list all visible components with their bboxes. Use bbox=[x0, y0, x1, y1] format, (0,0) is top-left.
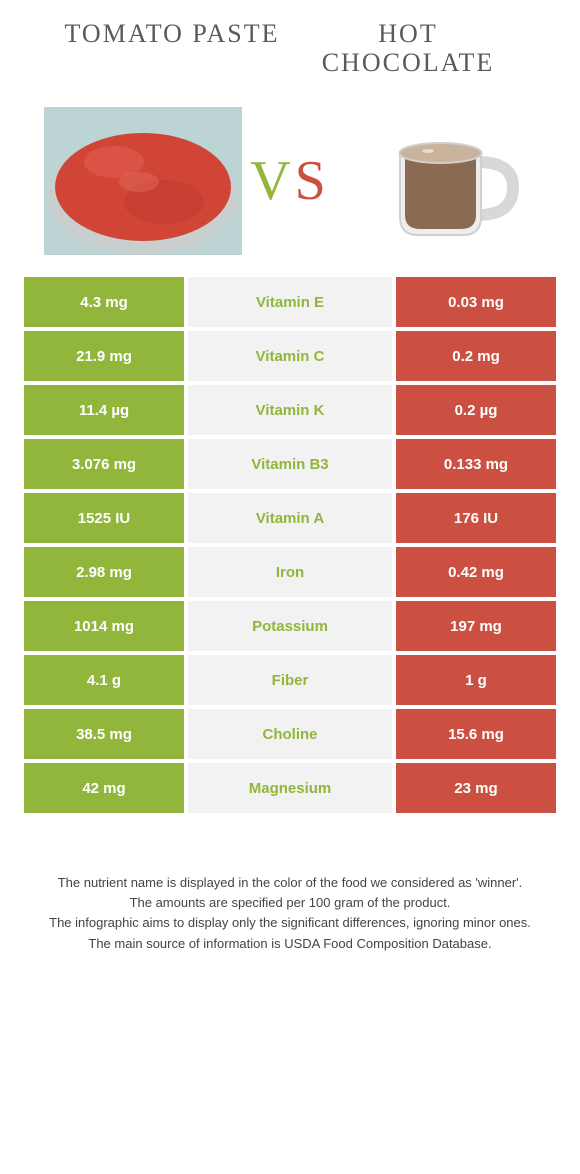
right-value: 23 mg bbox=[396, 763, 556, 813]
nutrient-table: 4.3 mgVitamin E0.03 mg21.9 mgVitamin C0.… bbox=[24, 277, 556, 813]
right-value: 0.2 mg bbox=[396, 331, 556, 381]
right-value: 197 mg bbox=[396, 601, 556, 651]
nutrient-name: Vitamin E bbox=[188, 277, 392, 327]
nutrient-name: Choline bbox=[188, 709, 392, 759]
food-image-right bbox=[338, 107, 536, 255]
title-right: HOT CHOCOLATE bbox=[290, 20, 526, 77]
table-row: 4.1 gFiber1 g bbox=[24, 655, 556, 705]
table-row: 11.4 µgVitamin K0.2 µg bbox=[24, 385, 556, 435]
nutrient-name: Vitamin B3 bbox=[188, 439, 392, 489]
nutrient-name: Vitamin C bbox=[188, 331, 392, 381]
table-row: 42 mgMagnesium23 mg bbox=[24, 763, 556, 813]
table-row: 21.9 mgVitamin C0.2 mg bbox=[24, 331, 556, 381]
left-value: 1014 mg bbox=[24, 601, 184, 651]
nutrient-name: Vitamin A bbox=[188, 493, 392, 543]
nutrient-name: Iron bbox=[188, 547, 392, 597]
nutrient-name: Potassium bbox=[188, 601, 392, 651]
left-value: 1525 IU bbox=[24, 493, 184, 543]
table-row: 4.3 mgVitamin E0.03 mg bbox=[24, 277, 556, 327]
left-value: 11.4 µg bbox=[24, 385, 184, 435]
footnote-line: The infographic aims to display only the… bbox=[34, 913, 546, 933]
titles-row: TOMATO PASTE HOT CHOCOLATE bbox=[24, 20, 556, 77]
left-value: 4.3 mg bbox=[24, 277, 184, 327]
right-value: 1 g bbox=[396, 655, 556, 705]
nutrient-name: Vitamin K bbox=[188, 385, 392, 435]
right-value: 0.42 mg bbox=[396, 547, 556, 597]
nutrient-name: Magnesium bbox=[188, 763, 392, 813]
table-row: 1014 mgPotassium197 mg bbox=[24, 601, 556, 651]
food-image-left bbox=[44, 107, 242, 255]
footnote-line: The nutrient name is displayed in the co… bbox=[34, 873, 546, 893]
left-value: 3.076 mg bbox=[24, 439, 184, 489]
left-value: 2.98 mg bbox=[24, 547, 184, 597]
left-value: 42 mg bbox=[24, 763, 184, 813]
footnote-line: The amounts are specified per 100 gram o… bbox=[34, 893, 546, 913]
right-value: 0.133 mg bbox=[396, 439, 556, 489]
table-row: 1525 IUVitamin A176 IU bbox=[24, 493, 556, 543]
right-value: 0.2 µg bbox=[396, 385, 556, 435]
table-row: 38.5 mgCholine15.6 mg bbox=[24, 709, 556, 759]
right-value: 176 IU bbox=[396, 493, 556, 543]
title-left: TOMATO PASTE bbox=[54, 20, 290, 77]
images-row: VS bbox=[24, 107, 556, 255]
table-row: 3.076 mgVitamin B30.133 mg bbox=[24, 439, 556, 489]
footnotes: The nutrient name is displayed in the co… bbox=[24, 873, 556, 954]
table-row: 2.98 mgIron0.42 mg bbox=[24, 547, 556, 597]
vs-label: VS bbox=[250, 149, 330, 213]
left-value: 21.9 mg bbox=[24, 331, 184, 381]
left-value: 4.1 g bbox=[24, 655, 184, 705]
right-value: 15.6 mg bbox=[396, 709, 556, 759]
right-value: 0.03 mg bbox=[396, 277, 556, 327]
nutrient-name: Fiber bbox=[188, 655, 392, 705]
left-value: 38.5 mg bbox=[24, 709, 184, 759]
footnote-line: The main source of information is USDA F… bbox=[34, 934, 546, 954]
